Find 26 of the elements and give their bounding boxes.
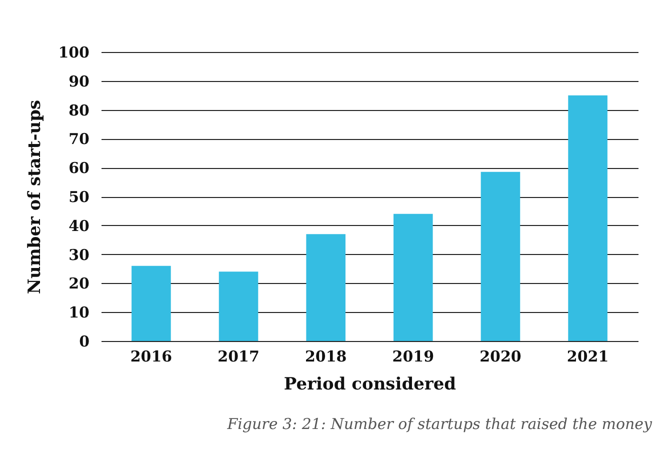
bar: [394, 214, 433, 341]
x-tick-label: 2019: [392, 348, 434, 366]
x-tick-label: 2021: [566, 348, 609, 366]
bar: [132, 266, 171, 341]
y-tick-label: 10: [68, 304, 90, 322]
y-tick-label: 90: [68, 72, 90, 90]
y-tick-label: 60: [68, 159, 90, 178]
x-tick-label: 2017: [218, 348, 260, 366]
y-tick-label: 30: [68, 246, 90, 264]
caption: Figure 3: 21: Number of startups that raised the money: [227, 415, 652, 433]
x-tick-label: 2018: [304, 348, 347, 366]
y-tick-label: 80: [68, 101, 90, 120]
y-tick-label: 50: [68, 188, 90, 206]
x-axis-title: Period considered: [284, 374, 456, 394]
y-tick-label: 20: [68, 274, 90, 293]
y-tick-label: 40: [68, 216, 90, 235]
bar: [218, 272, 258, 341]
y-tick-label: 70: [68, 130, 90, 148]
y-tick-label: 100: [58, 44, 90, 62]
y-tick-label: 0: [79, 332, 90, 350]
x-tick-label: 2020: [480, 348, 522, 366]
bar: [568, 95, 608, 341]
y-axis-title: Number of start-ups: [25, 100, 46, 294]
bar: [480, 172, 520, 341]
x-tick-label: 2016: [130, 348, 172, 366]
bar: [306, 234, 346, 341]
